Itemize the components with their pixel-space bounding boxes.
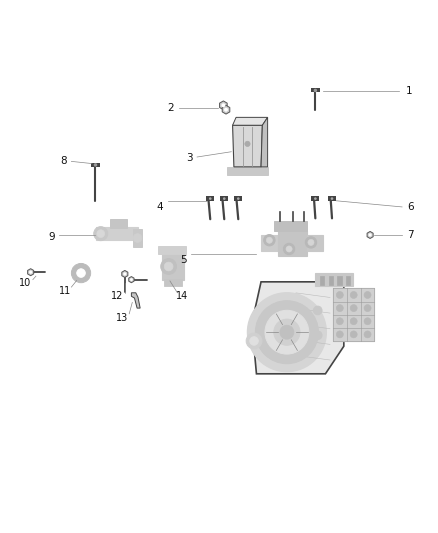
Circle shape — [336, 304, 343, 312]
Text: 4: 4 — [156, 202, 163, 212]
Circle shape — [123, 272, 127, 276]
Circle shape — [336, 292, 343, 298]
Circle shape — [331, 197, 333, 200]
Bar — [311, 88, 320, 92]
Circle shape — [161, 259, 177, 274]
Text: 3: 3 — [186, 153, 193, 163]
Bar — [315, 273, 353, 286]
Bar — [311, 197, 319, 201]
Circle shape — [130, 278, 133, 281]
Circle shape — [314, 197, 317, 200]
Circle shape — [308, 239, 314, 246]
Bar — [164, 279, 182, 286]
Bar — [328, 197, 336, 201]
Bar — [337, 276, 342, 285]
Circle shape — [77, 269, 85, 278]
Circle shape — [336, 318, 343, 325]
Circle shape — [245, 141, 250, 147]
Bar — [206, 197, 214, 201]
Circle shape — [237, 197, 240, 200]
Circle shape — [97, 230, 105, 238]
Circle shape — [264, 235, 275, 246]
Circle shape — [286, 246, 292, 252]
Circle shape — [29, 271, 32, 274]
Bar — [220, 197, 228, 201]
Text: 11: 11 — [59, 286, 71, 296]
Circle shape — [221, 103, 225, 107]
Polygon shape — [261, 117, 268, 167]
Circle shape — [247, 293, 326, 372]
Text: 2: 2 — [167, 103, 174, 113]
Circle shape — [336, 331, 343, 338]
Circle shape — [209, 197, 212, 200]
Circle shape — [350, 292, 357, 298]
Circle shape — [350, 331, 357, 338]
Circle shape — [250, 336, 258, 345]
Circle shape — [133, 233, 142, 243]
Circle shape — [274, 319, 300, 345]
Bar — [96, 227, 138, 240]
Circle shape — [255, 301, 318, 364]
Bar — [328, 276, 333, 285]
Circle shape — [364, 318, 371, 325]
Bar — [133, 229, 142, 247]
Bar — [261, 235, 278, 251]
Bar — [91, 163, 100, 167]
Text: 13: 13 — [116, 313, 128, 323]
Text: 12: 12 — [111, 291, 124, 301]
Polygon shape — [222, 106, 230, 114]
Bar — [278, 231, 307, 255]
Text: 6: 6 — [407, 202, 414, 212]
Text: 7: 7 — [407, 230, 414, 240]
Bar — [227, 167, 268, 175]
Bar — [320, 276, 324, 285]
Polygon shape — [219, 101, 227, 110]
Circle shape — [164, 262, 173, 271]
Circle shape — [350, 304, 357, 312]
Circle shape — [313, 306, 322, 315]
Circle shape — [280, 325, 294, 339]
Circle shape — [71, 263, 91, 282]
Polygon shape — [122, 270, 128, 278]
Bar — [346, 276, 350, 285]
Text: 1: 1 — [406, 86, 413, 96]
Circle shape — [246, 333, 262, 349]
Polygon shape — [129, 277, 134, 282]
Bar — [162, 253, 184, 280]
Circle shape — [266, 237, 272, 243]
Bar — [333, 288, 374, 341]
Text: 10: 10 — [19, 278, 32, 288]
Text: 14: 14 — [176, 291, 188, 301]
Circle shape — [364, 331, 371, 338]
Circle shape — [223, 197, 226, 200]
Circle shape — [364, 304, 371, 312]
Polygon shape — [252, 282, 344, 374]
Polygon shape — [131, 293, 140, 308]
Polygon shape — [367, 231, 373, 238]
Circle shape — [350, 318, 357, 325]
Circle shape — [265, 310, 309, 354]
Circle shape — [305, 237, 317, 248]
Polygon shape — [233, 125, 262, 167]
Circle shape — [94, 163, 97, 167]
Bar — [307, 235, 323, 251]
Circle shape — [364, 292, 371, 298]
Polygon shape — [233, 117, 268, 125]
Text: 8: 8 — [60, 156, 67, 166]
Circle shape — [275, 343, 283, 352]
Bar — [110, 219, 127, 228]
Bar — [158, 246, 186, 254]
Text: 5: 5 — [180, 255, 187, 265]
Circle shape — [283, 243, 295, 255]
Bar — [234, 197, 242, 201]
Circle shape — [368, 233, 372, 237]
Circle shape — [94, 227, 108, 241]
Circle shape — [314, 88, 317, 92]
Bar — [274, 221, 307, 231]
Circle shape — [224, 108, 228, 112]
Polygon shape — [28, 269, 34, 276]
Text: 9: 9 — [48, 232, 55, 242]
Circle shape — [313, 331, 322, 340]
